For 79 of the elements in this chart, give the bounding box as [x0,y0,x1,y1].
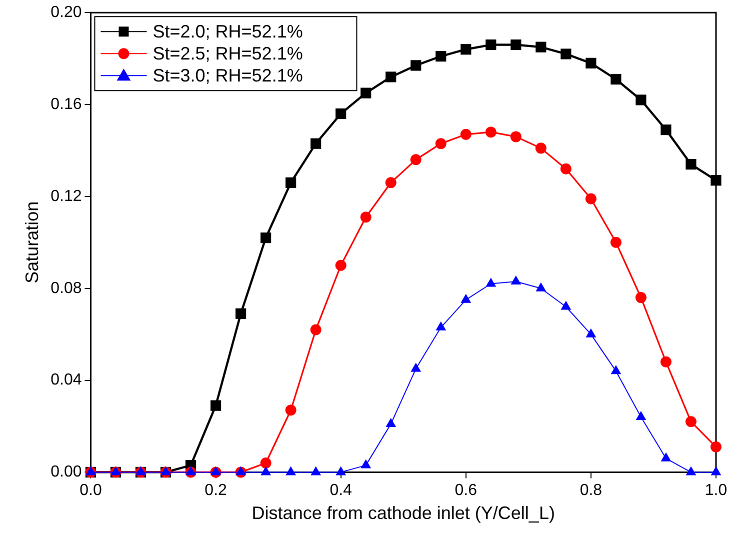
y-tick-label: 0.16 [50,96,82,113]
point [586,58,596,68]
point [260,232,272,244]
point [560,300,572,310]
point [310,466,322,476]
point [610,74,622,85]
point [536,282,546,292]
x-tick-label: 0.8 [580,482,602,500]
point [560,163,572,174]
point [460,128,472,140]
point [460,294,472,303]
point [610,365,622,374]
x-tick-label: 0.0 [80,482,102,500]
point [710,175,722,186]
point [286,466,296,476]
point [210,400,222,411]
point [310,138,322,149]
point [236,308,246,319]
point [386,72,396,82]
point [186,466,196,476]
point [635,292,646,304]
point [410,60,422,71]
point [436,321,446,330]
point [285,404,296,416]
point [536,42,546,52]
point [410,154,422,166]
point [260,466,272,476]
point [660,452,672,462]
point [460,44,472,55]
point [386,418,396,427]
point [636,94,646,106]
point [710,466,722,476]
point [660,124,672,136]
point [636,411,646,420]
point [586,328,596,338]
point [510,275,522,284]
point [310,324,322,336]
point [660,356,672,368]
y-tick-label: 0.04 [50,372,82,389]
point [710,441,722,452]
x-tick-label: 0.6 [454,482,478,500]
point [210,466,221,476]
y-tick-label: 0.20 [50,4,82,22]
legend-label: St=2.5; RH=52.1% [152,44,303,64]
point [686,466,696,476]
point [336,466,346,476]
point [510,131,522,142]
x-tick-label: 0.2 [204,482,228,500]
point [585,193,596,204]
point [435,138,446,150]
legend-label: St=3.0; RH=52.1% [152,66,303,86]
point [236,466,246,476]
legend-label: St=2.0; RH=52.1% [152,22,303,42]
point [360,88,372,98]
x-tick-label: 1.0 [704,482,728,500]
point [260,458,272,469]
y-tick-label: 0.12 [50,188,82,205]
point [686,158,696,170]
y-tick-label: 0.08 [50,280,82,297]
point [336,108,346,120]
point [385,177,396,188]
x-axis-title: Distance from cathode inlet (Y/Cell_L) [252,503,555,524]
point [685,416,696,428]
point [486,39,496,50]
point [360,459,372,468]
point [486,278,496,287]
point [510,39,522,50]
point [360,212,372,223]
y-axis-title: Saturation [22,201,42,284]
point [535,142,546,154]
point [560,48,572,60]
y-tick-label: 0.00 [50,464,82,481]
point [410,362,422,372]
point [485,126,496,138]
point [436,50,446,62]
point [335,260,346,271]
point [286,177,296,188]
x-tick-label: 0.4 [330,482,352,500]
point [610,236,622,248]
